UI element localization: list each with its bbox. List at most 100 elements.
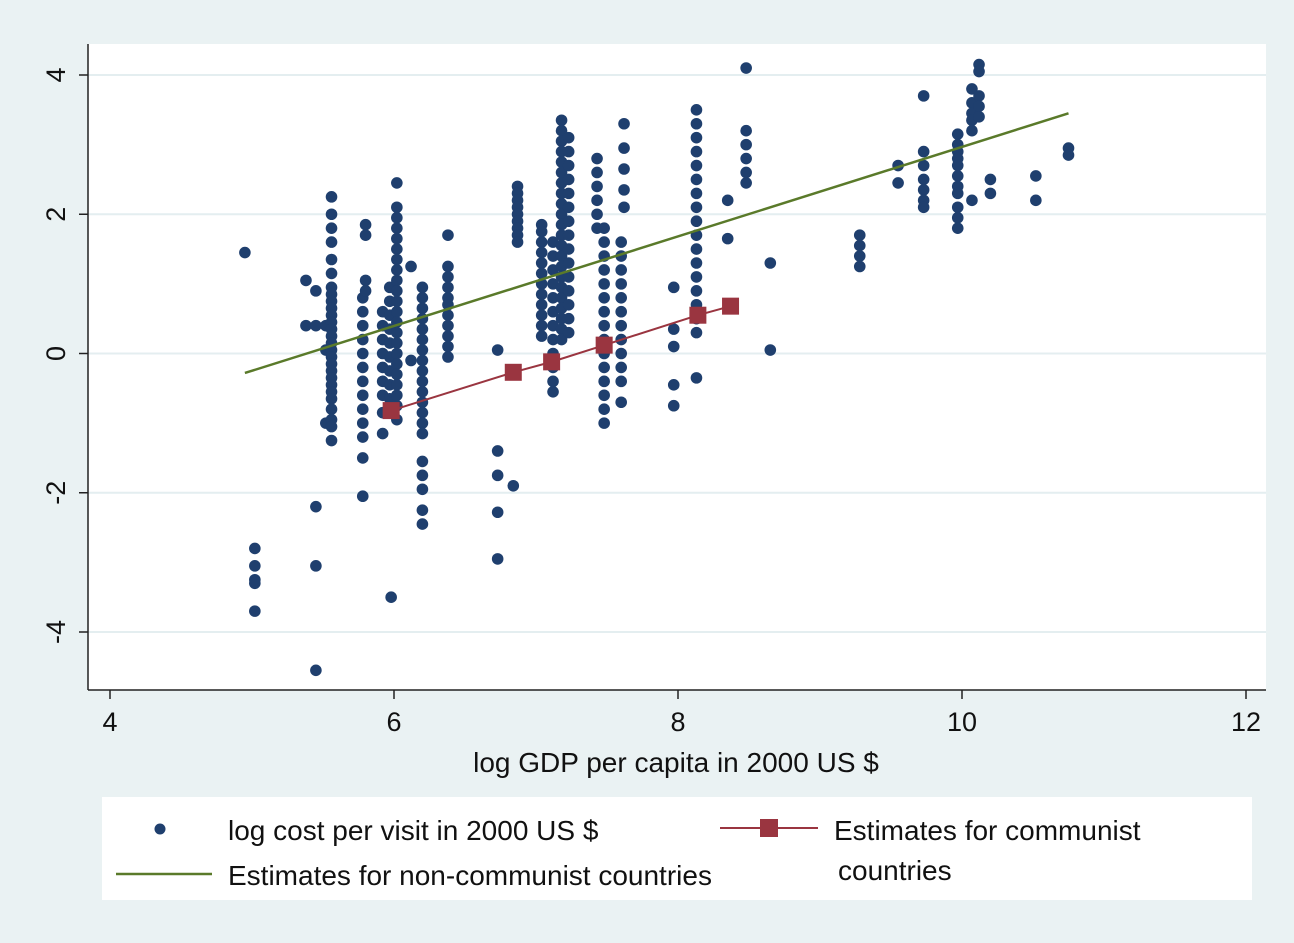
legend-communist-label-line2: countries: [838, 855, 952, 886]
scatter-point-3-2: [310, 500, 322, 513]
scatter-point-23-12: [598, 389, 610, 402]
scatter-point-27-5: [690, 173, 703, 186]
scatter-point-10-0: [385, 591, 397, 603]
scatter-point-3-0: [310, 285, 322, 297]
scatter-point-21-0: [562, 131, 575, 144]
scatter-point-18-3: [535, 246, 548, 259]
scatter-point-5-4: [325, 253, 338, 266]
x-axis-title: log GDP per capita in 2000 US $: [473, 747, 879, 778]
scatter-point-14-6: [442, 309, 454, 322]
scatter-point-11-19: [391, 389, 403, 402]
scatter-point-35-5: [966, 194, 978, 207]
scatter-point-19-10: [547, 375, 559, 388]
scatter-point-27-6: [690, 187, 703, 200]
scatter-point-23-10: [598, 361, 610, 374]
scatter-point-19-11: [547, 385, 559, 398]
scatter-point-13-12: [416, 406, 429, 419]
scatter-point-14-9: [442, 340, 454, 353]
x-tick-label-12: 12: [1231, 707, 1261, 737]
scatter-point-18-11: [535, 330, 548, 342]
scatter-point-12-0: [405, 260, 417, 273]
scatter-point-5-3: [325, 236, 338, 248]
scatter-point-15-3: [491, 506, 504, 519]
scatter-point-37-0: [984, 173, 997, 186]
scatter-point-23-5: [598, 292, 610, 304]
scatter-point-29-1: [740, 124, 752, 137]
scatter-point-21-4: [562, 187, 575, 200]
scatter-point-5-25: [325, 420, 338, 433]
x-tick-label-6: 6: [386, 707, 401, 737]
scatter-point-21-11: [562, 285, 575, 297]
scatter-point-21-13: [562, 312, 575, 325]
scatter-point-17-8: [511, 236, 524, 248]
scatter-point-27-2: [690, 131, 703, 144]
scatter-point-27-12: [690, 271, 703, 283]
scatter-point-25-4: [618, 201, 630, 214]
scatter-point-23-0: [598, 222, 610, 234]
scatter-point-20-5: [555, 166, 568, 179]
scatter-point-14-10: [442, 351, 454, 363]
scatter-point-24-9: [615, 361, 627, 374]
scatter-point-13-0: [416, 281, 429, 294]
scatter-point-30-0: [764, 257, 777, 269]
scatter-point-24-10: [615, 375, 627, 388]
y-tick-label-2: 2: [41, 207, 71, 222]
scatter-point-11-8: [391, 274, 403, 287]
scatter-point-26-1: [667, 323, 680, 335]
scatter-point-23-1: [598, 236, 610, 248]
scatter-point-15-4: [491, 553, 504, 565]
scatter-point-6-6: [356, 375, 369, 388]
scatter-point-22-1: [591, 166, 603, 179]
legend-scatter-marker: [154, 823, 166, 835]
scatter-point-22-2: [591, 180, 603, 193]
scatter-point-19-4: [547, 292, 559, 304]
line-series: [244, 112, 1069, 420]
scatter-point-31-1: [853, 239, 866, 252]
scatter-point-18-2: [535, 236, 548, 248]
scatter-point-21-2: [562, 159, 575, 172]
scatter-point-6-8: [356, 403, 369, 416]
scatter-point-11-17: [391, 368, 403, 381]
scatter-point-23-7: [598, 319, 610, 332]
scatter-point-27-8: [690, 215, 703, 228]
scatter-point-24-8: [615, 347, 627, 360]
scatter-point-25-0: [618, 117, 630, 130]
scatter-point-15-1: [491, 445, 504, 457]
scatter-point-21-10: [562, 271, 575, 283]
scatter-point-25-1: [618, 142, 630, 154]
scatter-series: [239, 58, 1075, 677]
legend-non-communist-label: Estimates for non-communist countries: [228, 860, 712, 891]
scatter-point-13-13: [416, 417, 429, 429]
communist-estimate-marker-2: [543, 353, 561, 371]
scatter-point-36-2: [973, 90, 985, 102]
scatter-point-20-1: [555, 124, 568, 137]
scatter-point-39-1: [1062, 149, 1075, 161]
scatter-point-34-8: [951, 201, 964, 214]
scatter-point-33-0: [917, 90, 930, 102]
scatter-point-18-4: [535, 257, 548, 269]
y-tick-label-0: 0: [41, 346, 71, 361]
y-tick-label-4: 4: [41, 67, 71, 82]
scatter-point-14-1: [442, 260, 454, 273]
legend-communist-marker: [760, 819, 778, 837]
scatter-point-37-1: [984, 187, 997, 200]
scatter-point-33-4: [917, 184, 930, 196]
scatter-point-7-1: [359, 229, 372, 241]
scatter-point-11-9: [391, 285, 403, 297]
scatter-point-6-11: [356, 452, 369, 464]
scatter-point-36-1: [973, 65, 985, 78]
scatter-point-13-19: [416, 518, 429, 530]
scatter-point-30-1: [764, 344, 777, 356]
scatter-point-11-0: [391, 177, 403, 189]
scatter-point-24-4: [615, 292, 627, 304]
scatter-point-8-8: [376, 427, 389, 440]
scatter-point-18-7: [535, 288, 548, 301]
scatter-point-11-2: [391, 211, 403, 224]
scatter-point-13-16: [416, 469, 429, 482]
scatter-point-11-13: [391, 326, 403, 339]
scatter-point-14-0: [442, 229, 454, 241]
scatter-point-2-0: [300, 274, 312, 287]
scatter-point-5-2: [325, 222, 338, 234]
communist-estimate-marker-3: [595, 336, 613, 354]
scatter-point-21-3: [562, 173, 575, 186]
